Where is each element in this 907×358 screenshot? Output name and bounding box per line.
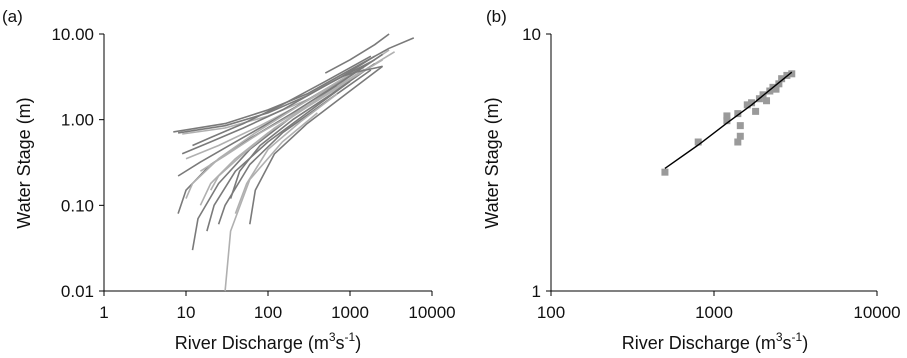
panel-b: (b) 1 10 100 1000 10000 Water Stage (m) Riv… [482, 7, 901, 353]
rating-curve-line [206, 80, 351, 232]
rating-curve-line [234, 93, 338, 214]
panel-b-y-axis-title: Water Stage (m) [482, 97, 502, 228]
panel-a-xlabel-main: River Discharge (m [175, 333, 329, 353]
panel-b-xlabel-end: ) [802, 333, 808, 353]
observation-point [734, 110, 742, 118]
panel-b-x-tick-label: 1000 [695, 303, 733, 322]
panel-a-xlabel-end: ) [355, 333, 361, 353]
rating-curve-line [173, 37, 415, 133]
panel-b-y-ticks: 1 10 [522, 25, 551, 301]
panel-b-label: (b) [486, 7, 507, 26]
panel-b-fit-curve [664, 71, 793, 169]
rating-curve-line [181, 59, 376, 155]
observation-point [736, 132, 744, 140]
panel-a-x-tick-label: 1000 [331, 303, 369, 322]
observation-point [763, 97, 771, 105]
observation-point [736, 122, 744, 130]
panel-a-y-tick-label: 10.00 [51, 25, 94, 44]
panel-a-y-ticks: 0.01 0.10 1.00 10.00 [51, 25, 104, 301]
panel-a-xlabel-mid: s [336, 333, 345, 353]
panel-a: (a) 0.01 0.10 1.00 10.00 1 10 100 1000 10000 Wa… [2, 7, 456, 353]
fit-curve-line [664, 71, 793, 169]
panel-a-x-axis-title: River Discharge (m3s-1) [175, 330, 361, 353]
panel-b-x-axis-title: River Discharge (m3s-1) [622, 330, 808, 353]
observation-point [734, 138, 742, 146]
panel-a-x-tick-label: 10 [177, 303, 196, 322]
panel-a-label: (a) [2, 7, 23, 26]
rating-curve-line [229, 63, 376, 199]
rating-curve-line [192, 55, 372, 147]
rating-curve-line [177, 55, 376, 134]
panel-b-y-tick-label: 1 [532, 282, 541, 301]
observation-point [743, 101, 751, 109]
observation-point [723, 112, 731, 120]
observation-point [778, 75, 786, 83]
panel-b-xlabel-main: River Discharge (m [622, 333, 776, 353]
rating-curve-line [185, 73, 351, 199]
observation-point [752, 107, 760, 115]
observation-point [748, 99, 756, 107]
rating-curve-line [341, 65, 383, 78]
panel-a-x-tick-label: 10000 [408, 303, 455, 322]
panel-a-xlabel-sup2: -1 [345, 330, 356, 344]
rating-curve-line [249, 65, 384, 225]
panel-a-y-tick-label: 1.00 [61, 111, 94, 130]
panel-b-xlabel-sup: 3 [776, 330, 783, 344]
rating-curve-line [324, 33, 390, 74]
observation-point [772, 85, 780, 93]
panel-a-y-axis-title: Water Stage (m) [14, 97, 34, 228]
panel-a-y-tick-label: 0.10 [61, 196, 94, 215]
panel-b-x-ticks: 100 1000 10000 [537, 291, 901, 322]
observation-point [775, 80, 783, 88]
panel-b-xlabel-sup2: -1 [792, 330, 803, 344]
observation-point [723, 117, 731, 125]
panel-a-x-tick-label: 1 [99, 303, 108, 322]
panel-b-y-tick-label: 10 [522, 25, 541, 44]
panel-a-x-ticks: 1 10 100 1000 10000 [99, 291, 456, 322]
observation-point [694, 138, 702, 146]
rating-curve-line [199, 59, 384, 172]
panel-b-x-tick-label: 10000 [853, 303, 900, 322]
panel-a-y-tick-label: 0.01 [61, 282, 94, 301]
observation-point [661, 168, 669, 176]
observation-point [788, 70, 796, 78]
observation-point [766, 87, 774, 95]
panel-b-xlabel-mid: s [783, 333, 792, 353]
panel-a-xlabel-sup: 3 [329, 330, 336, 344]
panel-a-rating-curves [173, 33, 415, 292]
panel-a-x-tick-label: 100 [254, 303, 282, 322]
panel-b-x-tick-label: 100 [537, 303, 565, 322]
